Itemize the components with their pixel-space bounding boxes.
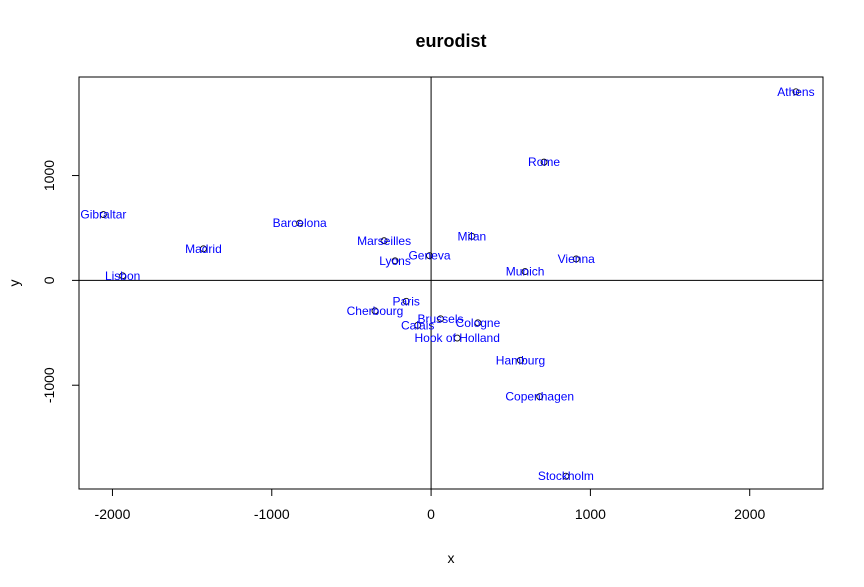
point-label: Geneva: [408, 249, 450, 263]
point-label: Cologne: [456, 316, 501, 330]
data-point: [517, 356, 524, 364]
x-tick-label: 0: [427, 506, 435, 522]
data-point: [199, 245, 207, 253]
x-axis-label: x: [448, 550, 455, 566]
data-point: [119, 272, 127, 280]
point-label: Paris: [393, 294, 420, 308]
data-point: [521, 268, 529, 276]
x-tick-label: -1000: [254, 506, 290, 522]
data-point: [426, 252, 433, 260]
x-tick-label: 1000: [575, 506, 606, 522]
plot-frame: [78, 76, 824, 490]
y-tick-label: 0: [41, 276, 57, 284]
point-label: Barcelona: [273, 216, 327, 230]
point-label: Madrid: [185, 242, 222, 256]
data-point: [572, 255, 580, 263]
data-point: [296, 219, 304, 227]
point-label: Cherbourg: [347, 304, 404, 318]
chart-title: eurodist: [415, 31, 486, 51]
data-point: [540, 158, 548, 166]
point-label: Stockholm: [538, 469, 594, 483]
data-point: [402, 297, 410, 305]
data-point: [437, 315, 444, 323]
data-points: [99, 88, 800, 480]
point-label: Rome: [528, 155, 560, 169]
y-tick-label: -1000: [41, 367, 57, 403]
data-point: [453, 334, 461, 342]
x-tick-label: 2000: [734, 506, 765, 522]
data-point: [380, 237, 388, 245]
reference-lines: [79, 77, 823, 489]
data-point: [371, 307, 379, 315]
y-axis-label: y: [6, 280, 22, 287]
data-point: [474, 319, 482, 327]
point-label: Copenhagen: [505, 390, 574, 404]
point-label: Athens: [777, 85, 814, 99]
data-point: [414, 321, 422, 329]
point-label: Munich: [506, 265, 545, 279]
point-label: Hook of Holland: [415, 331, 500, 345]
point-label: Lyons: [379, 254, 411, 268]
data-point: [99, 211, 107, 218]
point-label: Lisbon: [105, 269, 140, 283]
point-label: Gibraltar: [80, 208, 126, 222]
data-point: [468, 232, 476, 240]
data-point: [391, 257, 399, 265]
point-label: Marseilles: [357, 234, 411, 248]
y-tick-label: 1000: [41, 160, 57, 191]
data-point: [792, 88, 800, 96]
data-point: [536, 393, 544, 401]
data-point: [562, 472, 570, 480]
axes: -2000 -1000 0 1000 2000 -1000 0 1000: [41, 160, 765, 522]
point-label: Milan: [458, 229, 487, 243]
x-tick-label: -2000: [95, 506, 131, 522]
point-label: Hamburg: [496, 353, 545, 367]
point-label: Brussels: [417, 312, 463, 326]
point-label: Vienna: [558, 252, 595, 266]
point-label: Calais: [401, 318, 434, 332]
